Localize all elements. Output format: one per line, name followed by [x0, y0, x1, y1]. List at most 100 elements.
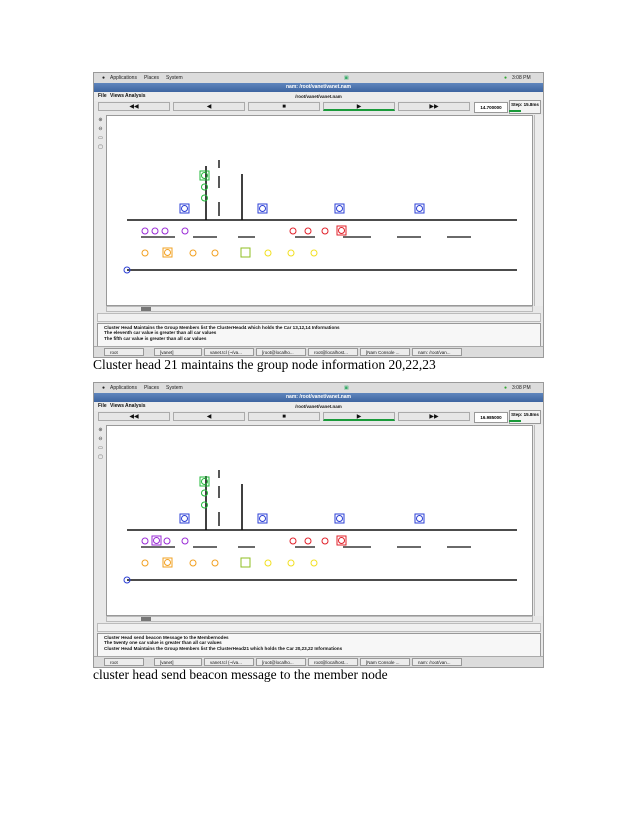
console-line: The twenty one car value is greater than…: [104, 640, 222, 646]
menu-file[interactable]: File: [98, 93, 107, 99]
zoom-out-icon[interactable]: ⊖: [98, 126, 103, 132]
vehicle-node: [123, 266, 131, 274]
scroll-thumb[interactable]: [141, 307, 151, 311]
timeline-bar[interactable]: [97, 623, 541, 632]
taskbar-item[interactable]: root@localhost...: [308, 348, 358, 356]
vehicle-node: [181, 537, 189, 545]
cluster-head-node: [162, 247, 173, 258]
stop-button[interactable]: ■: [248, 102, 320, 111]
menu-analysis[interactable]: Analysis: [125, 403, 146, 409]
screenshot-panel-1: ● Applications Places System ▣ ● 3:08 PM…: [93, 72, 544, 358]
vehicle-node: [201, 501, 208, 509]
network-icon: ●: [504, 385, 508, 391]
vehicle-node: [141, 227, 149, 235]
vehicle-node: [189, 559, 197, 567]
console-line: The fifth car value is greater than all …: [104, 335, 207, 341]
step-slider[interactable]: [509, 420, 521, 422]
layout-icon[interactable]: ▭: [98, 135, 103, 141]
taskbar-item[interactable]: [Nam Console ...: [360, 658, 410, 666]
zoom-in-icon[interactable]: ⊕: [98, 117, 103, 123]
play-button[interactable]: ▶: [323, 102, 395, 111]
rewind-button[interactable]: ◀◀: [98, 412, 170, 421]
menu-file[interactable]: File: [98, 403, 107, 409]
file-path-label: /root/vanet/vanet.nam: [295, 404, 342, 409]
menu-system[interactable]: System: [166, 75, 183, 81]
rewind-button[interactable]: ◀◀: [98, 102, 170, 111]
vehicle-node: [181, 227, 189, 235]
vehicle-node: [264, 559, 272, 567]
zoom-out-icon[interactable]: ⊖: [98, 436, 103, 442]
playback-controls: ◀◀ ◀ ■ ▶ ▶▶ 14.700000 Step: 15.8ms: [98, 100, 541, 114]
rsu-node: [414, 203, 425, 214]
vehicle-node: [287, 559, 295, 567]
applet-icon[interactable]: ▣: [344, 385, 349, 391]
menu-system[interactable]: System: [166, 385, 183, 391]
vehicle-node: [201, 194, 208, 202]
taskbar-item[interactable]: [Nam Console ...: [360, 348, 410, 356]
vertical-scrollbar[interactable]: [534, 115, 543, 306]
taskbar-item[interactable]: nam: /root/van...: [412, 348, 462, 356]
annotation-console: Cluster Head send beacon Message to the …: [97, 633, 541, 658]
zoom-in-icon[interactable]: ⊕: [98, 427, 103, 433]
horizontal-scrollbar[interactable]: [106, 616, 533, 622]
taskbar-item[interactable]: vanet.tcl (~/va...: [204, 348, 254, 356]
vehicle-node: [321, 227, 329, 235]
step-slider[interactable]: [509, 110, 521, 112]
menu-applications[interactable]: Applications: [110, 75, 137, 81]
forward-button[interactable]: ▶▶: [398, 102, 470, 111]
horizontal-scrollbar[interactable]: [106, 306, 533, 312]
clock[interactable]: 3:08 PM: [512, 385, 531, 391]
stop-button[interactable]: ■: [248, 412, 320, 421]
edit-icon[interactable]: ▢: [98, 144, 103, 150]
clock[interactable]: 3:08 PM: [512, 75, 531, 81]
vehicle-node: [264, 249, 272, 257]
vehicle-node: [161, 227, 169, 235]
scroll-thumb[interactable]: [141, 617, 151, 621]
cluster-head-node: [151, 535, 162, 546]
menu-applications[interactable]: Applications: [110, 385, 137, 391]
console-line: Cluster Head Maintains the Group Members…: [104, 645, 343, 651]
play-button[interactable]: ▶: [323, 412, 395, 421]
vehicle-node: [211, 249, 219, 257]
vertical-scrollbar[interactable]: [534, 425, 543, 616]
edit-icon[interactable]: ▢: [98, 454, 103, 460]
fedora-icon: ●: [102, 75, 106, 81]
caption-2: cluster head send beacon message to the …: [93, 667, 388, 682]
network-icon: ●: [504, 75, 508, 81]
vehicle-node: [201, 183, 208, 191]
vehicle-node: [123, 576, 131, 584]
taskbar-item[interactable]: nam: /root/van...: [412, 658, 462, 666]
time-display: 16.985000: [474, 412, 508, 423]
forward-button[interactable]: ▶▶: [398, 412, 470, 421]
applet-icon[interactable]: ▣: [344, 75, 349, 81]
taskbar-item[interactable]: [vanet]: [154, 658, 202, 666]
file-path-label: /root/vanet/vanet.nam: [295, 94, 342, 99]
taskbar: root [vanet] vanet.tcl (~/va... [root@lo…: [94, 346, 543, 357]
playback-controls: ◀◀ ◀ ■ ▶ ▶▶ 16.985000 Step: 15.8ms: [98, 410, 541, 424]
vehicle-node: [201, 489, 208, 497]
menu-views[interactable]: Views: [110, 93, 125, 99]
back-button[interactable]: ◀: [173, 102, 245, 111]
vehicle-node: [321, 537, 329, 545]
layout-icon[interactable]: ▭: [98, 445, 103, 451]
menubar: File Views Analysis /root/vanet/vanet.na…: [94, 402, 543, 411]
taskbar-item[interactable]: vanet.tcl (~/va...: [204, 658, 254, 666]
menu-places[interactable]: Places: [144, 75, 160, 81]
back-button[interactable]: ◀: [173, 412, 245, 421]
taskbar-item[interactable]: root: [104, 348, 144, 356]
taskbar-item[interactable]: [root@localho...: [256, 348, 306, 356]
window-title: nam: /root/vanet/vanet.nam: [94, 393, 543, 402]
cluster-head-node: [240, 557, 251, 568]
taskbar-item[interactable]: [vanet]: [154, 348, 202, 356]
rsu-node: [257, 203, 268, 214]
cluster-head-node: [336, 535, 347, 546]
vehicle-node: [289, 227, 297, 235]
taskbar-item[interactable]: root: [104, 658, 144, 666]
menu-views[interactable]: Views: [110, 403, 125, 409]
taskbar-item[interactable]: root@localhost...: [308, 658, 358, 666]
menu-analysis[interactable]: Analysis: [125, 93, 146, 99]
menu-places[interactable]: Places: [144, 385, 160, 391]
cluster-head-node: [199, 170, 210, 181]
taskbar-item[interactable]: [root@localho...: [256, 658, 306, 666]
timeline-bar[interactable]: [97, 313, 541, 322]
